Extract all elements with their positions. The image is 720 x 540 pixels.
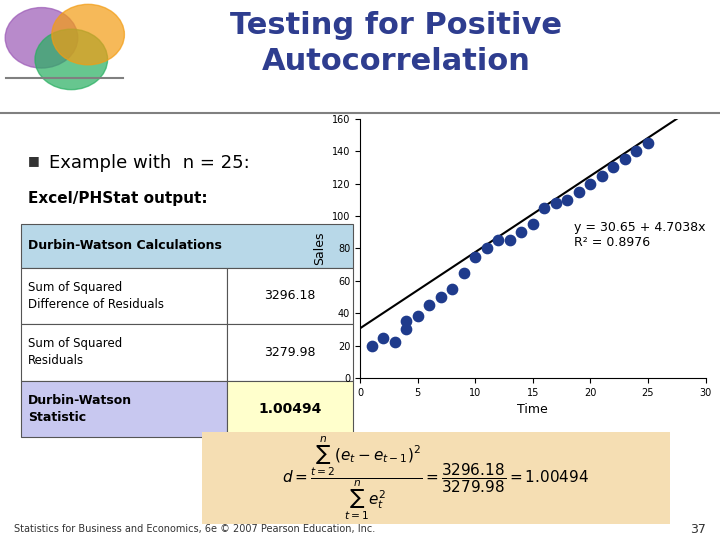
Point — [469, 252, 481, 261]
FancyBboxPatch shape — [22, 224, 353, 268]
X-axis label: Time: Time — [518, 403, 548, 416]
Point — [423, 301, 435, 309]
Text: Testing for Positive
Autocorrelation: Testing for Positive Autocorrelation — [230, 11, 562, 76]
Text: Sum of Squared
Residuals: Sum of Squared Residuals — [28, 338, 122, 368]
Text: Statistics for Business and Economics, 6e © 2007 Pearson Education, Inc.: Statistics for Business and Economics, 6… — [14, 524, 376, 534]
Point — [366, 341, 377, 350]
Point — [400, 317, 412, 326]
Point — [527, 220, 539, 228]
Text: $d = \dfrac{\sum_{t=2}^{n}(e_t - e_{t-1})^2}{\sum_{t=1}^{n}e_t^2} = \dfrac{3296.: $d = \dfrac{\sum_{t=2}^{n}(e_t - e_{t-1}… — [282, 434, 589, 522]
Text: 3279.98: 3279.98 — [264, 346, 316, 359]
FancyBboxPatch shape — [227, 268, 353, 324]
FancyBboxPatch shape — [227, 324, 353, 381]
Point — [435, 293, 446, 301]
Point — [642, 139, 654, 147]
Point — [504, 236, 516, 245]
Y-axis label: Sales: Sales — [313, 232, 326, 265]
Point — [539, 204, 550, 212]
Text: 3296.18: 3296.18 — [264, 289, 316, 302]
Point — [619, 155, 631, 164]
Point — [458, 268, 469, 277]
Point — [516, 228, 527, 237]
FancyBboxPatch shape — [227, 381, 353, 437]
Point — [596, 171, 608, 180]
Point — [377, 333, 389, 342]
Text: ■: ■ — [28, 154, 40, 167]
FancyBboxPatch shape — [22, 381, 227, 437]
Text: y = 30.65 + 4.7038x
R² = 0.8976: y = 30.65 + 4.7038x R² = 0.8976 — [575, 221, 706, 249]
Point — [585, 179, 596, 188]
Point — [562, 195, 573, 204]
Text: Durbin-Watson
Statistic: Durbin-Watson Statistic — [28, 394, 132, 424]
Text: Example with  n = 25:: Example with n = 25: — [49, 154, 250, 172]
Text: (continued): (continued) — [611, 119, 698, 134]
Point — [389, 338, 400, 347]
Text: 1.00494: 1.00494 — [258, 402, 322, 416]
Point — [608, 163, 619, 172]
Text: Sum of Squared
Difference of Residuals: Sum of Squared Difference of Residuals — [28, 281, 164, 311]
Text: Durbin-Watson Calculations: Durbin-Watson Calculations — [28, 239, 222, 252]
Point — [446, 285, 458, 293]
FancyBboxPatch shape — [202, 432, 670, 524]
Point — [400, 325, 412, 334]
Point — [573, 187, 585, 196]
Circle shape — [5, 8, 78, 68]
FancyBboxPatch shape — [22, 324, 227, 381]
Text: 37: 37 — [690, 523, 706, 536]
FancyBboxPatch shape — [22, 268, 227, 324]
Point — [481, 244, 492, 253]
Text: Excel/PHStat output:: Excel/PHStat output: — [28, 191, 208, 206]
Circle shape — [52, 4, 125, 65]
Point — [550, 199, 562, 207]
Point — [412, 312, 423, 321]
Point — [492, 236, 504, 245]
Circle shape — [35, 29, 107, 90]
Point — [631, 147, 642, 156]
